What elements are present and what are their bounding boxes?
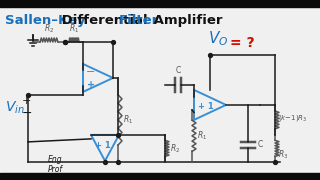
Text: $R_1$: $R_1$ (69, 22, 79, 35)
Text: +: + (87, 80, 95, 90)
Text: Amplifier: Amplifier (149, 14, 222, 27)
Text: + 1: + 1 (198, 102, 214, 111)
Text: $V_O$: $V_O$ (208, 29, 228, 48)
Text: Sallen–Key: Sallen–Key (5, 14, 86, 27)
Text: $R_1$: $R_1$ (197, 130, 207, 142)
Text: + 1: + 1 (95, 141, 111, 150)
Text: C: C (258, 140, 263, 149)
Text: $R_2$: $R_2$ (170, 142, 180, 155)
Text: = ?: = ? (230, 36, 255, 50)
Text: Filter: Filter (119, 14, 159, 27)
Text: +: + (22, 96, 31, 106)
Text: C: C (175, 66, 180, 75)
Text: $(k{-}1)R_3$: $(k{-}1)R_3$ (278, 113, 308, 123)
Text: Eng
Prof: Eng Prof (47, 155, 62, 174)
Text: $R_3$: $R_3$ (278, 149, 288, 161)
Text: −: − (86, 67, 96, 77)
Text: $R_2$: $R_2$ (44, 22, 54, 35)
Text: $V_{in}$: $V_{in}$ (5, 100, 25, 116)
Text: $R_1$: $R_1$ (123, 114, 133, 126)
Text: Differential: Differential (57, 14, 152, 27)
Text: −: − (22, 107, 33, 120)
